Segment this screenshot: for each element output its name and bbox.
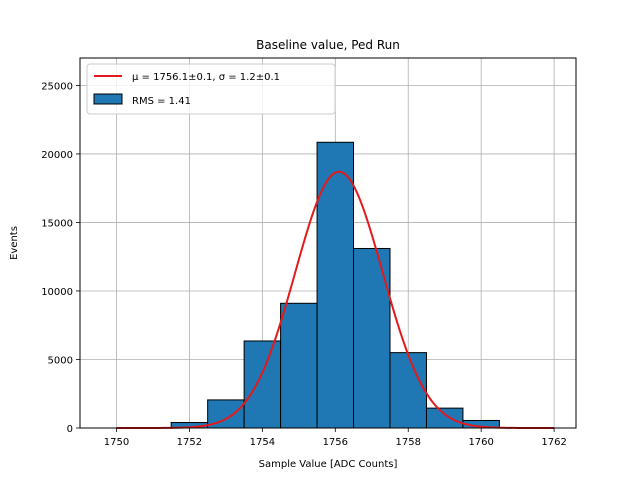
y-tick-label: 15000 [41, 218, 73, 229]
legend-histogram-label: RMS = 1.41 [132, 96, 191, 107]
x-tick-label: 1760 [468, 437, 493, 448]
histogram-bar [425, 407, 464, 429]
legend: μ = 1756.1±0.1, σ = 1.2±0.1 RMS = 1.41 [86, 63, 336, 115]
y-tick-label: 20000 [41, 150, 73, 161]
histogram-bar [243, 340, 282, 429]
histogram-bar [280, 302, 318, 429]
plot-frame [79, 57, 577, 429]
x-axis-label: Sample Value [ADC Counts] [259, 459, 398, 470]
legend-histogram-swatch [93, 93, 123, 105]
chart-title: Baseline value, Ped Run [256, 38, 400, 52]
legend-fit-label: μ = 1756.1±0.1, σ = 1.2±0.1 [132, 72, 280, 83]
histogram-bar [316, 141, 355, 429]
x-tick-label: 1762 [541, 437, 566, 448]
histogram-bars [170, 141, 500, 429]
y-tick-label: 25000 [41, 81, 73, 92]
x-tick-label: 1758 [396, 437, 421, 448]
y-tick-label: 10000 [41, 287, 73, 298]
y-tick-label: 5000 [48, 355, 73, 366]
y-axis-ticks: 0 5000 10000 15000 20000 25000 [41, 81, 80, 435]
x-tick-label: 1756 [323, 437, 348, 448]
x-tick-label: 1750 [104, 437, 129, 448]
x-tick-label: 1752 [177, 437, 202, 448]
x-axis-ticks: 1750 1752 1754 1756 1758 1760 1762 [104, 428, 567, 448]
y-axis-label: Events [9, 226, 20, 260]
x-tick-label: 1754 [250, 437, 275, 448]
fit-curve [116, 170, 555, 429]
y-tick-label: 0 [67, 424, 73, 435]
histogram-bar [389, 352, 427, 429]
legend-box [86, 63, 336, 115]
